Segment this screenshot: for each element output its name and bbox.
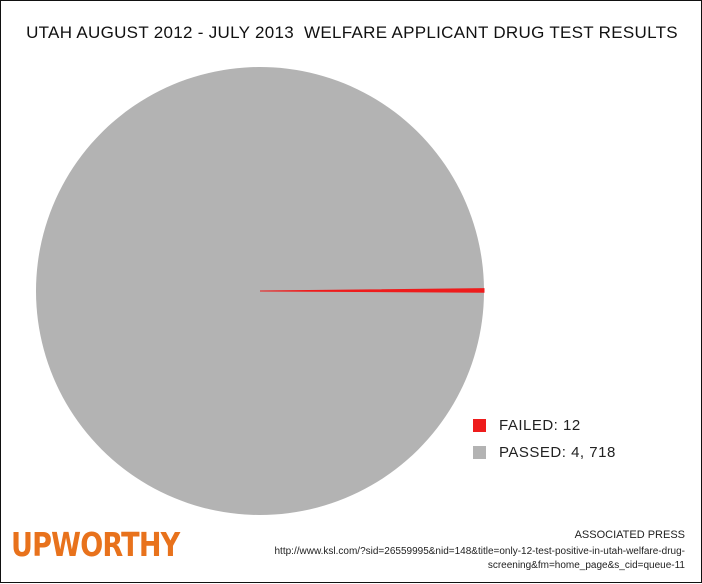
upworthy-logo: UPWORTHY (11, 525, 180, 564)
source-url: http://www.ksl.com/?sid=26559995&nid=148… (274, 546, 686, 571)
legend-label-failed: FAILED: 12 (499, 417, 581, 434)
legend-swatch-failed (473, 419, 486, 432)
legend-item-passed: PASSED: 4, 718 (473, 444, 616, 461)
legend-swatch-passed (473, 446, 486, 459)
legend-item-failed: FAILED: 12 (473, 417, 581, 434)
legend-label-passed: PASSED: 4, 718 (499, 444, 616, 461)
pie-slice-failed (259, 288, 485, 293)
chart-title: UTAH AUGUST 2012 - JULY 2013 WELFARE APP… (26, 23, 678, 42)
source-name: ASSOCIATED PRESS (574, 529, 685, 541)
